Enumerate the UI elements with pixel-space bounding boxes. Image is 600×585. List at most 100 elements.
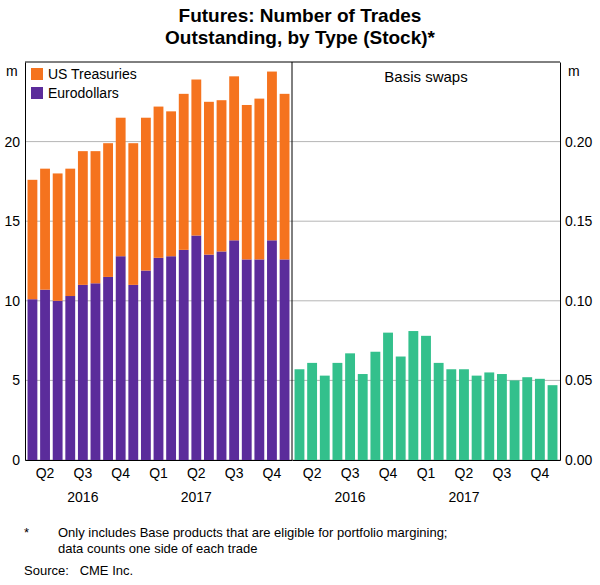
grid bbox=[292, 142, 560, 460]
x-tick-label: Q4 bbox=[531, 465, 550, 481]
bar bbox=[191, 236, 201, 460]
x-tick: Q3 bbox=[341, 460, 360, 481]
bar bbox=[128, 143, 138, 285]
y-tick-label: 0.20 bbox=[565, 134, 592, 150]
x-tick: Q3 bbox=[493, 460, 512, 481]
x-tick: Q4 bbox=[111, 460, 130, 481]
bar bbox=[229, 240, 239, 460]
legend-swatch bbox=[31, 68, 43, 80]
x-tick: Q2 bbox=[455, 460, 474, 481]
bar bbox=[370, 352, 380, 460]
title: Outstanding, by Type (Stock)* bbox=[165, 27, 435, 48]
bar bbox=[65, 169, 75, 296]
panel-divider bbox=[292, 62, 293, 460]
y-axis-label: m bbox=[6, 63, 18, 79]
bar bbox=[320, 376, 330, 460]
bar bbox=[28, 299, 38, 460]
grid-line bbox=[292, 141, 560, 142]
bar bbox=[204, 255, 214, 460]
x-tick-label: Q3 bbox=[74, 465, 93, 481]
bar bbox=[141, 118, 151, 271]
y-tick-label: 10 bbox=[4, 293, 20, 309]
x-tick: Q3 bbox=[225, 460, 244, 481]
x-tick-label: Q4 bbox=[379, 465, 398, 481]
legend-label: US Treasuries bbox=[48, 66, 137, 82]
year-label: 2016 bbox=[335, 489, 366, 505]
bar bbox=[408, 331, 418, 460]
bar bbox=[332, 363, 342, 460]
y-tick: 0.10 bbox=[560, 293, 592, 309]
x-axis: Q2 Q3 Q4 Q1 Q2 Q3 Q4 bbox=[26, 460, 293, 481]
bar bbox=[103, 277, 113, 460]
x-tick: Q4 bbox=[531, 460, 550, 481]
note: Only includes Base products that are eli… bbox=[58, 525, 448, 540]
bar bbox=[522, 377, 532, 460]
y-axis: 0.00 0.05 0.10 0.15 0.20 bbox=[560, 63, 592, 468]
bar bbox=[434, 363, 444, 460]
x-tick-label: Q2 bbox=[36, 465, 55, 481]
legend-label: Eurodollars bbox=[48, 85, 119, 101]
x-tick: Q4 bbox=[379, 460, 398, 481]
bar bbox=[154, 258, 164, 460]
bar bbox=[267, 240, 277, 460]
bars bbox=[295, 331, 558, 460]
axis-line bbox=[293, 460, 561, 461]
y-tick-label: 0.15 bbox=[565, 213, 592, 229]
bar bbox=[242, 105, 252, 259]
x-tick-label: Q1 bbox=[417, 465, 436, 481]
y-tick: 0 bbox=[12, 452, 25, 468]
legend: US Treasuries Eurodollars bbox=[31, 66, 137, 101]
bar bbox=[217, 100, 227, 251]
grid-line bbox=[292, 300, 560, 301]
bar bbox=[459, 369, 469, 460]
x-tick: Q2 bbox=[36, 460, 55, 481]
bar bbox=[254, 99, 264, 260]
y-tick: 0.05 bbox=[560, 372, 592, 388]
y-tick: 0.20 bbox=[560, 134, 592, 150]
bar bbox=[128, 285, 138, 460]
y-tick: 15 bbox=[4, 213, 25, 229]
bar bbox=[267, 72, 277, 241]
y-axis-label: m bbox=[568, 63, 580, 79]
y-tick-label: 0.00 bbox=[565, 452, 592, 468]
x-tick: Q4 bbox=[263, 460, 282, 481]
y-tick-label: 0.05 bbox=[565, 372, 592, 388]
x-tick: Q1 bbox=[417, 460, 436, 481]
bar bbox=[421, 336, 431, 460]
y-axis: 05101520 bbox=[4, 63, 25, 468]
bar bbox=[217, 251, 227, 460]
year-label: 2016 bbox=[67, 489, 98, 505]
bar bbox=[103, 143, 113, 277]
axis-line bbox=[560, 63, 561, 461]
axis-line bbox=[25, 63, 26, 461]
x-tick: Q2 bbox=[187, 460, 206, 481]
y-tick-label: 15 bbox=[4, 213, 20, 229]
x-tick: Q1 bbox=[149, 460, 168, 481]
year-label: 2017 bbox=[181, 489, 212, 505]
bar bbox=[229, 76, 239, 240]
bar bbox=[166, 111, 176, 256]
x-tick-label: Q4 bbox=[111, 465, 130, 481]
y-tick: 0.00 bbox=[560, 452, 592, 468]
y-tick: 5 bbox=[12, 372, 25, 388]
x-tick-label: Q4 bbox=[263, 465, 282, 481]
x-tick-label: Q2 bbox=[303, 465, 322, 481]
bar bbox=[497, 374, 507, 460]
x-tick: Q3 bbox=[74, 460, 93, 481]
x-tick: Q2 bbox=[303, 460, 322, 481]
bar bbox=[40, 290, 50, 460]
note-marker: * bbox=[24, 525, 29, 540]
bar bbox=[78, 151, 88, 285]
bar bbox=[78, 285, 88, 460]
bar bbox=[535, 379, 545, 460]
bar bbox=[191, 80, 201, 236]
panel-title: Basis swaps bbox=[384, 68, 467, 85]
axis-line bbox=[26, 460, 293, 461]
bar bbox=[91, 151, 101, 283]
bar bbox=[28, 180, 38, 299]
bar bbox=[166, 256, 176, 460]
x-tick-label: Q1 bbox=[149, 465, 168, 481]
bar bbox=[295, 369, 305, 460]
y-tick: 10 bbox=[4, 293, 25, 309]
bar bbox=[179, 94, 189, 250]
